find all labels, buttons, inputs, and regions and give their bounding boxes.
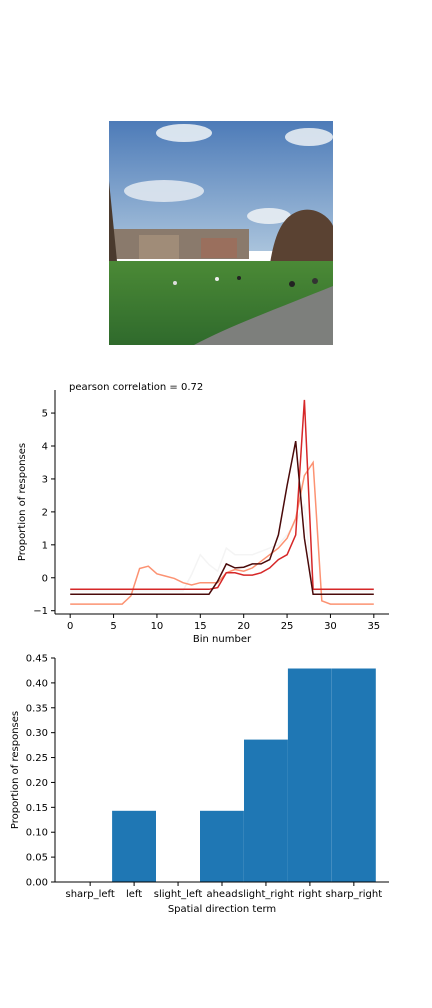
y-tick-label: 0.15	[26, 803, 48, 814]
y-tick-label: 3	[42, 474, 48, 485]
bar-left	[112, 810, 156, 882]
y-tick-label: 1	[42, 540, 48, 551]
y-tick-label: 5	[42, 409, 48, 420]
bar-sharp_right	[331, 668, 376, 882]
cloud	[247, 208, 291, 224]
line-chart-y-ticks: −1 0 1 2 3 4 5	[33, 409, 55, 617]
buildings	[139, 235, 179, 259]
line-chart-x-ticks: 0 5 10 15 20 25 30 35	[67, 614, 380, 632]
x-tick-label: 20	[237, 621, 250, 632]
bar-right	[287, 668, 332, 882]
x-tick-label: left	[126, 889, 142, 900]
series-line-1	[70, 460, 374, 605]
line-chart-xlabel: Bin number	[193, 634, 252, 645]
bar-chart-xlabel: Spatial direction term	[168, 904, 276, 915]
person	[312, 278, 318, 284]
bar-slight_right	[244, 739, 288, 882]
bar-chart-y-ticks: 0.00 0.05 0.10 0.15 0.20 0.25 0.30 0.35 0.40 0.45	[26, 654, 55, 889]
person	[237, 276, 241, 280]
y-tick-label: 2	[42, 507, 48, 518]
x-tick-label: slight_left	[154, 889, 203, 900]
cloud	[156, 124, 212, 142]
x-tick-label: 30	[324, 621, 337, 632]
scene-photo	[109, 121, 333, 345]
y-tick-label: 0.25	[26, 753, 48, 764]
series-line-3	[70, 440, 374, 595]
buildings	[201, 238, 237, 258]
person	[215, 277, 219, 281]
cloud	[285, 128, 333, 146]
x-tick-label: right	[298, 889, 322, 900]
path	[194, 286, 333, 345]
y-tick-label: −1	[33, 606, 48, 617]
x-tick-label: 10	[151, 621, 164, 632]
x-tick-label: 0	[67, 621, 73, 632]
cloud	[124, 180, 204, 202]
trees	[109, 181, 117, 271]
y-tick-label: 0.00	[26, 878, 48, 889]
series-line-0	[70, 502, 374, 592]
x-tick-label: sharp_left	[65, 889, 114, 900]
y-tick-label: 0.10	[26, 828, 48, 839]
x-tick-label: 5	[110, 621, 116, 632]
y-tick-label: 4	[42, 442, 48, 453]
bar-chart: sharp_left left slight_left ahead slight_rig…	[10, 654, 389, 915]
y-tick-label: 0.20	[26, 778, 48, 789]
bar-chart-x-ticks: sharp_left left slight_left ahead slight_rig…	[65, 882, 382, 900]
y-tick-label: 0.35	[26, 703, 48, 714]
person	[289, 281, 295, 287]
x-tick-label: slight_right	[238, 889, 294, 900]
line-chart-plot	[70, 399, 374, 605]
y-tick-label: 0.45	[26, 654, 48, 665]
x-tick-label: 25	[281, 621, 294, 632]
line-chart: pearson correlation = 0.72 0 5 10 15 20 25 30 3…	[17, 382, 389, 645]
line-chart-ylabel: Proportion of responses	[17, 443, 28, 561]
x-tick-label: 15	[194, 621, 207, 632]
bar-ahead	[200, 810, 244, 882]
series-line-2	[70, 399, 374, 591]
y-tick-label: 0.40	[26, 678, 48, 689]
y-tick-label: 0.30	[26, 728, 48, 739]
y-tick-label: 0.05	[26, 853, 48, 864]
x-tick-label: ahead	[206, 889, 237, 900]
x-tick-label: sharp_right	[326, 889, 383, 900]
y-tick-label: 0	[42, 573, 48, 584]
person	[173, 281, 177, 285]
bar-chart-ylabel: Proportion of responses	[10, 711, 21, 829]
bar-chart-bars	[112, 668, 376, 882]
line-chart-title: pearson correlation = 0.72	[69, 382, 203, 393]
x-tick-label: 35	[367, 621, 380, 632]
